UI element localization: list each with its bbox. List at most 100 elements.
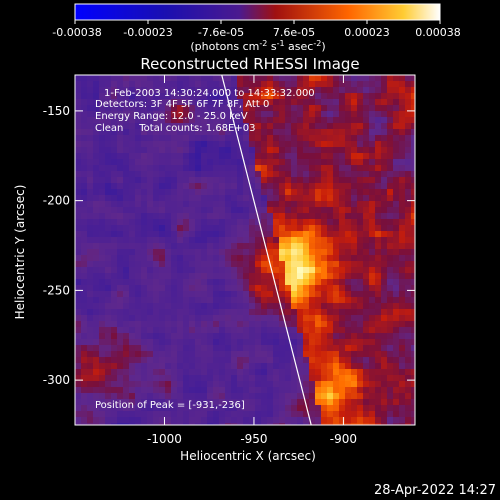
heatmap-cell	[381, 87, 388, 94]
heatmap-cell	[141, 243, 148, 250]
heatmap-cell	[393, 207, 400, 214]
heatmap-cell	[375, 417, 382, 424]
heatmap-cell	[219, 393, 226, 400]
heatmap-cell	[219, 189, 226, 196]
heatmap-cell	[99, 249, 106, 256]
heatmap-cell	[411, 327, 415, 334]
heatmap-cell	[207, 171, 214, 178]
heatmap-cell	[393, 123, 400, 130]
heatmap-cell	[207, 99, 214, 106]
heatmap-cell	[219, 159, 226, 166]
heatmap-cell	[237, 309, 244, 316]
heatmap-cell	[255, 237, 262, 244]
heatmap-cell	[411, 171, 415, 178]
heatmap-cell	[99, 357, 106, 364]
heatmap-cell	[243, 159, 250, 166]
heatmap-cell	[201, 303, 208, 310]
heatmap-cell	[345, 75, 352, 82]
heatmap-cell	[99, 165, 106, 172]
heatmap-cell	[327, 81, 334, 88]
heatmap-cell	[165, 273, 172, 280]
heatmap-cell	[129, 201, 136, 208]
heatmap-cell	[219, 261, 226, 268]
heatmap-cell	[369, 93, 376, 100]
heatmap-cell	[75, 411, 82, 418]
heatmap-cell	[195, 315, 202, 322]
heatmap-cell	[375, 291, 382, 298]
heatmap-cell	[189, 363, 196, 370]
heatmap-cell	[201, 147, 208, 154]
heatmap-cell	[327, 141, 334, 148]
heatmap-cell	[327, 267, 334, 274]
heatmap-cell	[177, 123, 184, 130]
heatmap-cell	[243, 315, 250, 322]
heatmap-cell	[93, 87, 100, 94]
heatmap-cell	[315, 291, 322, 298]
heatmap-cell	[195, 99, 202, 106]
heatmap-cell	[411, 153, 415, 160]
heatmap-cell	[213, 159, 220, 166]
heatmap-cell	[213, 321, 220, 328]
heatmap-cell	[159, 177, 166, 184]
heatmap-cell	[135, 153, 142, 160]
heatmap-cell	[273, 423, 280, 425]
heatmap-cell	[147, 129, 154, 136]
heatmap-cell	[93, 213, 100, 220]
heatmap-cell	[273, 267, 280, 274]
heatmap-cell	[315, 183, 322, 190]
heatmap-cell	[405, 339, 412, 346]
heatmap-cell	[309, 369, 316, 376]
heatmap-cell	[369, 105, 376, 112]
heatmap-cell	[165, 105, 172, 112]
heatmap-cell	[339, 297, 346, 304]
heatmap-cell	[255, 327, 262, 334]
heatmap-cell	[231, 267, 238, 274]
heatmap-cell	[339, 393, 346, 400]
heatmap-cell	[153, 243, 160, 250]
heatmap-cell	[255, 369, 262, 376]
heatmap-cell	[153, 255, 160, 262]
heatmap-cell	[237, 195, 244, 202]
heatmap-cell	[129, 321, 136, 328]
heatmap-cell	[279, 339, 286, 346]
heatmap-cell	[387, 321, 394, 328]
heatmap-cell	[153, 285, 160, 292]
heatmap-cell	[159, 75, 166, 82]
heatmap-cell	[141, 141, 148, 148]
heatmap-cell	[363, 375, 370, 382]
heatmap-cell	[237, 153, 244, 160]
heatmap-cell	[303, 423, 310, 425]
heatmap-cell	[399, 213, 406, 220]
heatmap-cell	[327, 207, 334, 214]
heatmap-cell	[321, 375, 328, 382]
heatmap-cell	[399, 207, 406, 214]
heatmap-cell	[225, 411, 232, 418]
heatmap-cell	[105, 219, 112, 226]
heatmap-cell	[387, 123, 394, 130]
heatmap-cell	[225, 297, 232, 304]
heatmap-cell	[261, 243, 268, 250]
heatmap-cell	[363, 393, 370, 400]
heatmap-cell	[141, 327, 148, 334]
heatmap-cell	[141, 165, 148, 172]
heatmap-cell	[381, 147, 388, 154]
heatmap-cell	[285, 111, 292, 118]
heatmap-cell	[219, 327, 226, 334]
heatmap-cell	[225, 135, 232, 142]
heatmap-cell	[99, 333, 106, 340]
heatmap-cell	[177, 237, 184, 244]
heatmap-cell	[201, 297, 208, 304]
heatmap-cell	[255, 177, 262, 184]
heatmap-cell	[345, 147, 352, 154]
heatmap-cell	[93, 393, 100, 400]
heatmap-cell	[177, 219, 184, 226]
heatmap-cell	[183, 381, 190, 388]
heatmap-cell	[381, 255, 388, 262]
heatmap-cell	[255, 99, 262, 106]
heatmap-cell	[87, 225, 94, 232]
heatmap-cell	[165, 153, 172, 160]
heatmap-cell	[411, 393, 415, 400]
heatmap-cell	[381, 303, 388, 310]
colorbar-ticks: -0.00038 -0.00023 -7.6e-05 7.6e-05 0.00023 0.…	[52, 20, 461, 39]
heatmap-cell	[273, 405, 280, 412]
